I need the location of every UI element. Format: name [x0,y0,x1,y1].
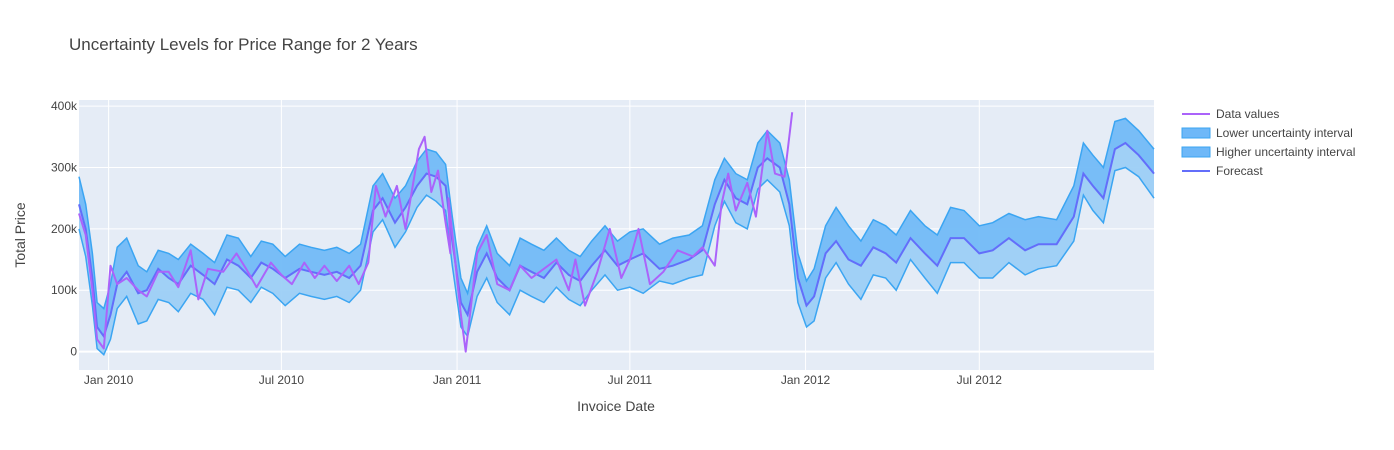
legend-item[interactable]: Lower uncertainty interval [1181,126,1353,140]
legend-label: Higher uncertainty interval [1216,145,1355,159]
x-tick-label: Jan 2010 [84,373,134,387]
y-tick-label: 200k [51,222,78,236]
higher-uncertainty-edge [78,117,1155,310]
y-tick-label: 400k [51,99,78,113]
x-axis-ticks: Jan 2010 Jul 2010 Jan 2011 Jul 2011 Jan 2012… [84,373,1002,387]
x-tick-label: Jan 2012 [781,373,831,387]
uncertainty-bands [78,117,1155,356]
legend-item[interactable]: Forecast [1182,164,1263,178]
legend[interactable]: Data values Lower uncertainty interval Hig… [1181,107,1355,178]
data-values-line [78,112,794,353]
lower-uncertainty-edge [78,166,1155,356]
y-tick-label: 100k [51,283,78,297]
y-tick-label: 300k [51,161,78,175]
y-tick-label: 0 [70,345,77,359]
legend-label: Lower uncertainty interval [1216,126,1353,140]
legend-label: Forecast [1216,164,1263,178]
legend-item[interactable]: Higher uncertainty interval [1181,145,1355,159]
legend-label: Data values [1216,107,1279,121]
legend-item[interactable]: Data values [1182,107,1279,121]
legend-swatch [1181,146,1211,158]
x-tick-label: Jul 2010 [259,373,305,387]
x-tick-label: Jan 2011 [433,373,482,387]
series-lines [78,112,1155,353]
x-tick-label: Jul 2012 [957,373,1003,387]
x-axis-title: Invoice Date [577,398,655,414]
chart-title: Uncertainty Levels for Price Range for 2… [69,35,418,54]
legend-swatch [1181,127,1211,139]
y-axis-ticks: 0 100k 200k 300k 400k [51,99,78,358]
y-axis-title: Total Price [12,202,28,268]
x-tick-label: Jul 2011 [608,373,653,387]
forecast-line [78,141,1155,339]
